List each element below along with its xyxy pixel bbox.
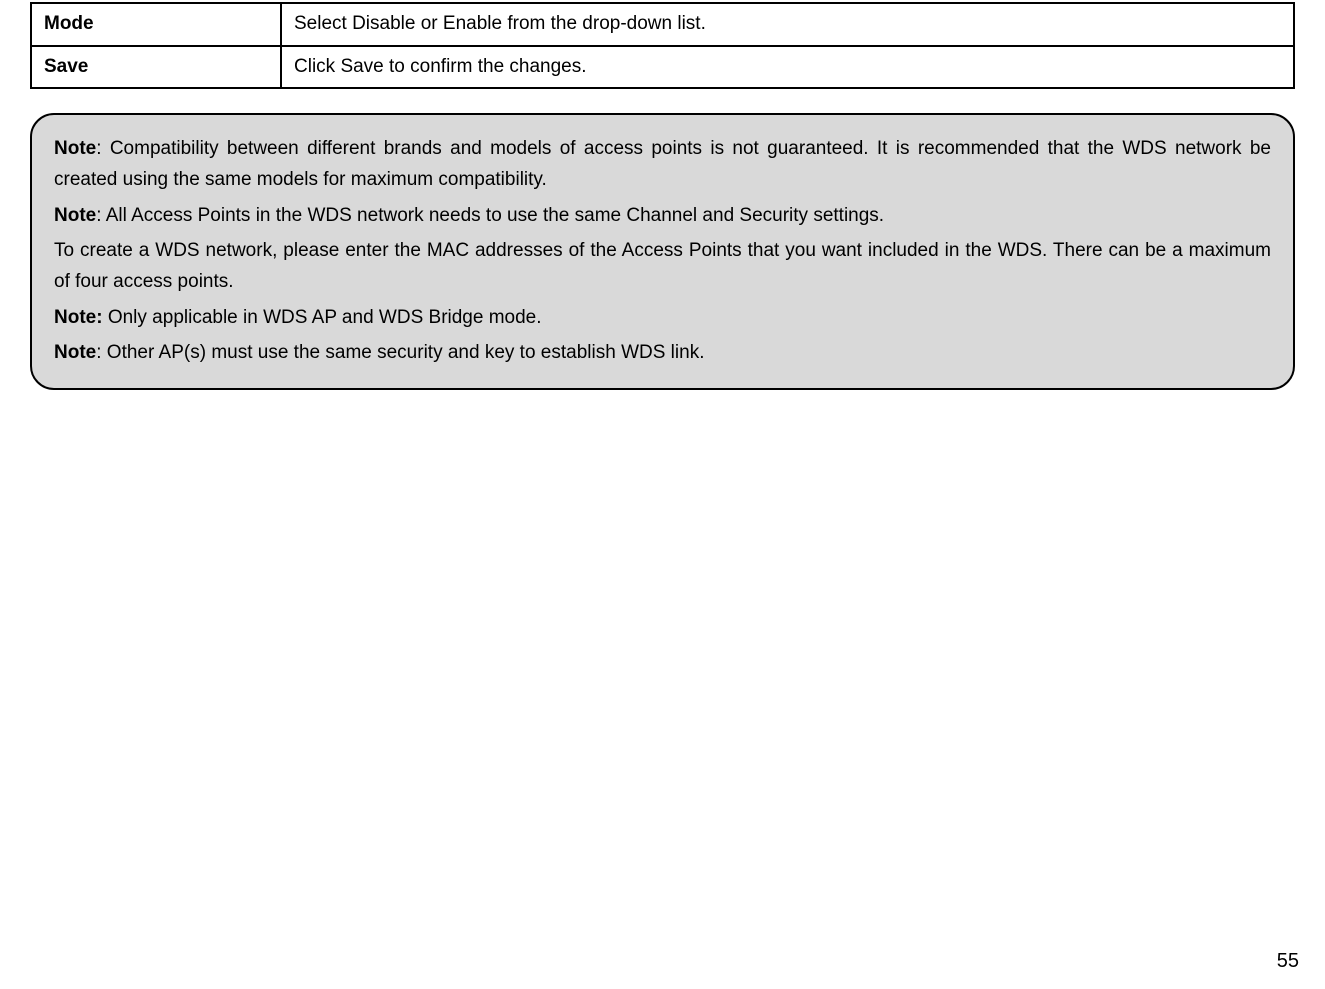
table-desc-cell: Select Disable or Enable from the drop-d… — [281, 3, 1294, 46]
note-line: Note: Compatibility between different br… — [54, 133, 1271, 196]
note-line: Note: All Access Points in the WDS netwo… — [54, 200, 1271, 231]
table-row: Mode Select Disable or Enable from the d… — [31, 3, 1294, 46]
note-line: To create a WDS network, please enter th… — [54, 235, 1271, 298]
table-desc-cell: Click Save to confirm the changes. — [281, 46, 1294, 89]
note-line: Note: Only applicable in WDS AP and WDS … — [54, 302, 1271, 333]
note-text: : All Access Points in the WDS network n… — [96, 205, 884, 226]
settings-table: Mode Select Disable or Enable from the d… — [30, 2, 1295, 89]
note-text: To create a WDS network, please enter th… — [54, 240, 1271, 292]
note-prefix: Note — [54, 342, 96, 363]
page-number: 55 — [1277, 950, 1299, 973]
table-label-cell: Mode — [31, 3, 281, 46]
note-box: Note: Compatibility between different br… — [30, 113, 1295, 390]
note-text: : Other AP(s) must use the same security… — [96, 342, 704, 363]
table-row: Save Click Save to confirm the changes. — [31, 46, 1294, 89]
note-text: : Compatibility between different brands… — [54, 138, 1271, 190]
note-line: Note: Other AP(s) must use the same secu… — [54, 337, 1271, 368]
note-prefix: Note: — [54, 307, 103, 328]
note-text: Only applicable in WDS AP and WDS Bridge… — [103, 307, 542, 328]
note-prefix: Note — [54, 205, 96, 226]
table-label-cell: Save — [31, 46, 281, 89]
note-prefix: Note — [54, 138, 96, 159]
